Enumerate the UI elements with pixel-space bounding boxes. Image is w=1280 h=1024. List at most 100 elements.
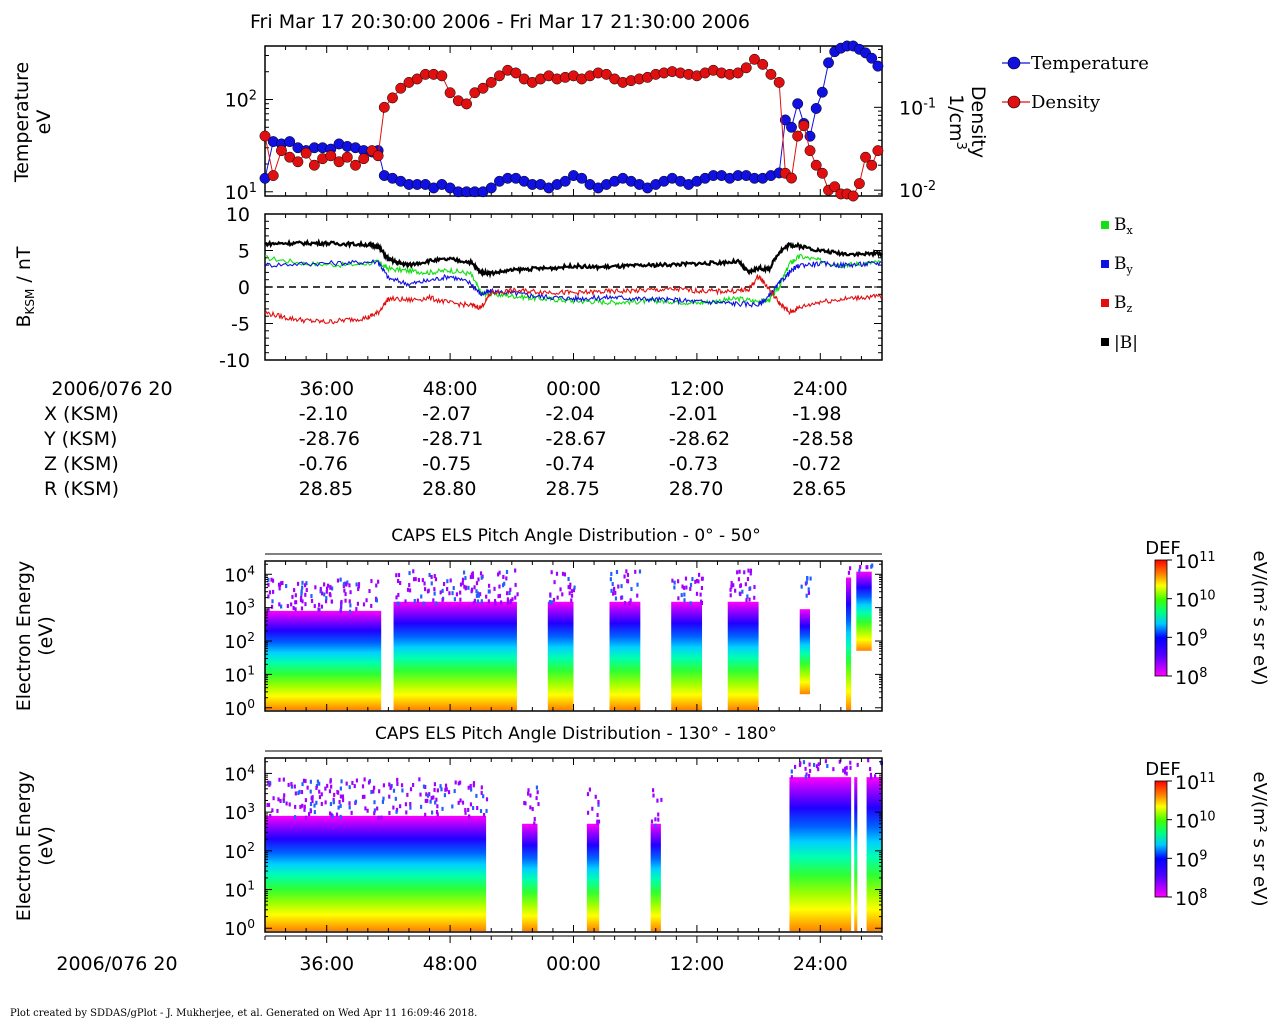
density-point [732, 67, 744, 79]
spectrogram-speckle [802, 760, 806, 765]
spectrogram-speckle [435, 601, 438, 606]
density-point [847, 190, 859, 202]
spectrogram-block [856, 571, 872, 651]
spectrogram-speckle [848, 566, 852, 571]
spectrogram-speckle [505, 576, 508, 581]
spectrogram-speckle [426, 793, 430, 798]
spectrogram-speckle [790, 775, 793, 780]
spectrogram-speckle [843, 770, 847, 775]
density-point [810, 159, 822, 171]
spectrogram-speckle [561, 571, 565, 576]
energy-tick-label: 101 [224, 879, 255, 902]
spectrogram-speckle [329, 779, 332, 784]
spectrogram-speckle [309, 809, 313, 814]
spectrogram-speckle [441, 806, 444, 811]
temperature-point [872, 60, 884, 72]
spectrogram-speckle [288, 802, 291, 807]
spectrogram-speckle [746, 577, 750, 582]
spectrogram-speckle [339, 814, 342, 819]
colorbar-tick-label: 1011 [1175, 771, 1216, 794]
spectrogram-speckle [397, 579, 400, 584]
spectrogram-speckle [467, 807, 470, 812]
spectrogram-speckle [550, 570, 553, 575]
energy-tick-label: 104 [224, 762, 255, 785]
density-point [765, 68, 777, 80]
density-point [292, 156, 304, 168]
temperature-point [866, 52, 878, 64]
spectrogram-speckle [320, 604, 324, 609]
legend-temperature-label: Temperature [1031, 53, 1149, 74]
density-point [872, 145, 884, 157]
spectrogram-speckle [567, 577, 570, 582]
spectrogram-speckle [609, 577, 612, 582]
spectrogram-speckle [807, 590, 811, 595]
spectrogram-speckle [572, 588, 576, 593]
spectrogram-speckle [370, 603, 373, 608]
spectrogram-speckle [452, 586, 455, 591]
ephemeris-row-label: Y (KSM) [43, 428, 117, 450]
spectrogram-speckle [436, 804, 439, 809]
spectrogram-speckle [392, 805, 395, 810]
spectrogram-speckle [610, 588, 613, 593]
spectrogram-speckle [276, 808, 279, 813]
density-point [267, 170, 279, 182]
spectrogram-speckle [436, 788, 439, 793]
b-tick-label: -5 [231, 314, 250, 336]
spectrogram-speckle [412, 577, 416, 582]
spectrogram-speckle [464, 808, 467, 813]
density-point [804, 145, 816, 157]
spectrogram-speckle [271, 599, 274, 604]
spectrogram-speckle [305, 588, 308, 593]
ephemeris-time-tick: 00:00 [546, 378, 601, 400]
temperature-tick-label: 102 [225, 89, 257, 112]
spectrogram-speckle [304, 583, 307, 588]
ephemeris-value: -0.74 [546, 453, 595, 475]
spectrogram-speckle [849, 760, 852, 765]
spectrogram-speckle [691, 577, 694, 582]
density-point [436, 70, 448, 82]
spectrogram-speckle [617, 584, 620, 589]
spectrogram-speckle [847, 570, 851, 575]
energy-unit-label: (eV) [35, 826, 57, 866]
spectrogram-speckle [459, 597, 462, 602]
spectrogram-speckle [348, 805, 351, 810]
spectrogram-speckle [327, 583, 330, 588]
spectrogram-speckle [432, 795, 435, 800]
spectrogram-speckle [441, 588, 444, 593]
spectrogram-speckle [535, 796, 538, 801]
spectrogram-speckle [315, 800, 318, 805]
spectrogram-speckle [596, 819, 599, 824]
figure-title: Fri Mar 17 20:30:00 2006 - Fri Mar 17 21… [250, 11, 750, 33]
spectrogram-speckle [404, 599, 407, 604]
spectrogram-speckle [514, 595, 517, 600]
spectrogram-speckle [824, 759, 828, 764]
spectrogram-speckle [365, 598, 368, 603]
spectrogram-speckle [314, 585, 317, 590]
time-tick-label: 12:00 [670, 953, 725, 975]
spectrogram-speckle [337, 790, 340, 795]
time-tick-label: 48:00 [423, 953, 478, 975]
spectrogram-speckle [689, 586, 692, 591]
spectrogram-speckle [730, 584, 733, 589]
spectrogram-speckle [457, 800, 460, 805]
spectrogram-speckle [459, 590, 462, 595]
spectrogram-speckle [310, 594, 313, 599]
spectrogram-speckle [293, 784, 296, 789]
spectrogram-speckle [425, 792, 428, 797]
spectrogram-speckle [345, 781, 348, 786]
spectrogram-speckle [471, 574, 475, 579]
spectrogram-speckle [480, 790, 483, 795]
spectrogram-speckle [475, 593, 479, 598]
spectrogram-speckle [412, 782, 415, 787]
spectrogram-speckle [694, 579, 697, 584]
spectrogram-speckle [473, 598, 476, 603]
b-field-axis-label: BKSM / nT [13, 246, 37, 327]
spectrogram-speckle [300, 591, 303, 596]
legend-bmag-swatch [1101, 338, 1109, 346]
spectrogram-speckle [388, 782, 391, 787]
spectrogram-speckle [420, 594, 423, 599]
spectrogram-speckle [294, 804, 297, 809]
spectrogram-speckle [305, 581, 308, 586]
spectrogram-speckle [416, 598, 419, 603]
ephemeris-table: 2006/076 20 36:00 48:00 00:00 12:00 24:00 X (… [43, 378, 854, 500]
